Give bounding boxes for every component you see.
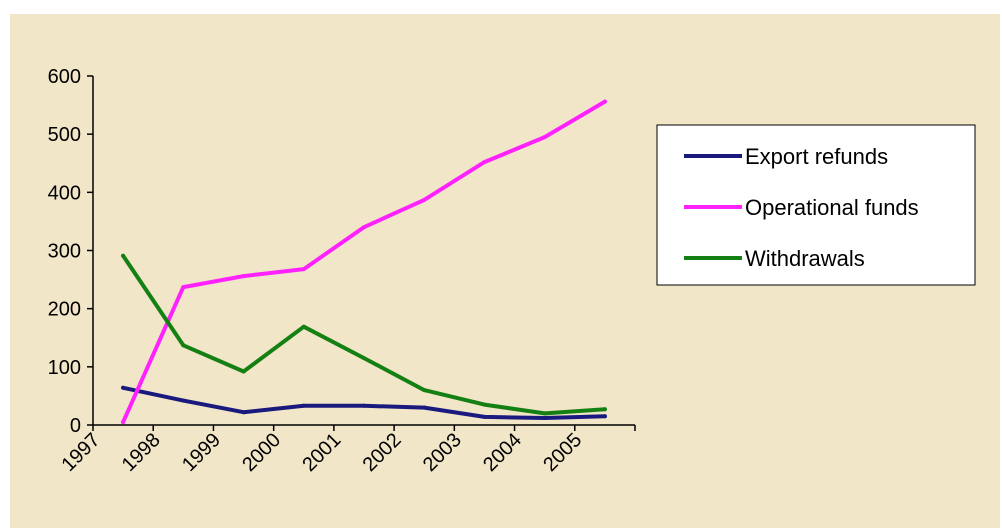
- data-point: [422, 197, 427, 202]
- data-point: [121, 253, 126, 258]
- data-point: [542, 416, 547, 421]
- data-point: [482, 160, 487, 165]
- x-tick-label: 1998: [118, 429, 165, 476]
- y-tick-label: 200: [48, 299, 81, 321]
- y-tick-label: 0: [70, 415, 81, 437]
- data-point: [362, 356, 366, 361]
- x-tick-label: 2004: [479, 429, 526, 476]
- y-tick-label: 100: [48, 357, 81, 379]
- data-point: [181, 285, 186, 290]
- x-tick-label: 1999: [178, 429, 225, 476]
- data-point: [241, 274, 246, 279]
- data-point: [121, 420, 126, 425]
- data-point: [482, 402, 487, 407]
- data-point: [422, 405, 427, 410]
- series-line: [121, 253, 607, 416]
- x-tick-label: 2002: [359, 429, 406, 476]
- data-point: [362, 225, 366, 230]
- x-tick-label: 2000: [238, 429, 285, 476]
- data-point: [362, 403, 366, 408]
- legend-label: Withdrawals: [745, 246, 865, 271]
- data-point: [121, 385, 126, 390]
- data-point: [602, 407, 607, 412]
- data-point: [301, 324, 306, 329]
- chart-legend: Export refunds Operational funds Withdrawa…: [656, 124, 976, 286]
- x-tick-label: 2003: [419, 429, 466, 476]
- data-point: [181, 343, 186, 348]
- data-point: [482, 414, 487, 419]
- x-tick-label: 2005: [539, 429, 586, 476]
- data-point: [241, 410, 246, 415]
- y-tick-label: 400: [48, 182, 81, 204]
- data-point: [602, 99, 607, 104]
- data-point: [422, 388, 427, 393]
- chart-series: [121, 99, 607, 425]
- y-tick-label: 300: [48, 241, 81, 263]
- y-tick-label: 500: [48, 124, 81, 146]
- data-point: [602, 414, 607, 419]
- data-point: [241, 369, 246, 374]
- data-point: [542, 411, 547, 416]
- data-point: [301, 267, 306, 272]
- data-point: [542, 135, 547, 140]
- x-tick-label: 1997: [58, 429, 105, 476]
- x-tick-label: 2001: [298, 429, 345, 476]
- legend-label: Operational funds: [745, 195, 919, 220]
- y-tick-label: 600: [48, 66, 81, 88]
- data-point: [181, 398, 186, 403]
- data-point: [301, 403, 306, 408]
- legend-label: Export refunds: [745, 144, 888, 169]
- series-line: [121, 99, 607, 425]
